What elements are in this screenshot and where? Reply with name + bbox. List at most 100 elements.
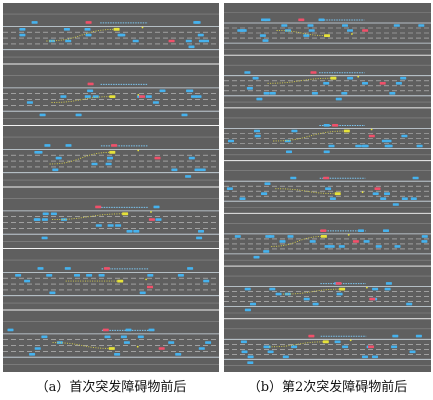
vehicle	[247, 361, 254, 364]
vehicle	[155, 218, 162, 221]
vehicle	[52, 168, 59, 172]
panel-background	[224, 3, 431, 56]
vehicle	[175, 353, 182, 356]
ego-vehicle	[334, 192, 341, 196]
vehicle	[117, 33, 124, 37]
vehicle	[228, 139, 234, 143]
vehicle	[284, 292, 291, 296]
obstacle-vehicle	[320, 229, 327, 232]
vehicle	[39, 113, 46, 117]
vehicle	[105, 162, 112, 166]
vehicle	[269, 92, 276, 95]
vehicle	[307, 24, 314, 27]
vehicle	[250, 302, 256, 306]
vehicle	[334, 340, 341, 344]
simulation-panel	[3, 126, 219, 188]
vehicle	[185, 175, 192, 178]
vehicle	[421, 235, 428, 238]
vehicle	[37, 267, 44, 270]
panel-background	[224, 266, 431, 320]
ego-trajectory	[275, 188, 338, 195]
target-point	[137, 94, 140, 96]
vehicle	[401, 134, 408, 138]
obstacle-vehicle	[85, 21, 92, 24]
vehicle	[239, 197, 246, 200]
vehicle	[74, 274, 80, 277]
vehicle	[386, 144, 393, 148]
vehicle	[358, 229, 364, 232]
simulation-panel	[3, 187, 219, 249]
vehicle	[279, 240, 286, 243]
vehicle	[159, 89, 166, 93]
vehicle	[287, 235, 294, 238]
obstacle-vehicle	[368, 134, 375, 138]
vehicle	[256, 97, 263, 101]
ego-vehicle	[117, 279, 124, 283]
ego-vehicle	[108, 347, 115, 350]
vehicle	[252, 76, 259, 80]
vehicle	[196, 236, 203, 240]
vehicle	[284, 139, 291, 143]
ego-trajectory	[282, 288, 343, 295]
vehicle	[120, 335, 127, 339]
vehicle	[98, 274, 105, 277]
vehicle	[329, 197, 336, 200]
obstacle-vehicle	[374, 187, 381, 190]
vehicle	[226, 187, 233, 190]
vehicle	[347, 29, 353, 32]
vehicle	[318, 18, 325, 22]
target-point	[150, 211, 152, 213]
vehicle	[418, 24, 425, 27]
vehicle	[264, 182, 271, 185]
vehicle	[41, 335, 48, 339]
vehicle	[41, 218, 48, 221]
obstacle-vehicle	[148, 218, 155, 221]
vehicle	[282, 355, 289, 359]
vehicle	[372, 192, 379, 195]
simulation-panel	[3, 3, 219, 65]
vehicle	[147, 274, 154, 277]
vehicle	[291, 345, 298, 349]
obstacle-vehicle	[102, 328, 109, 332]
ego-vehicle	[343, 129, 350, 133]
vehicle	[264, 18, 271, 22]
vehicle	[244, 287, 251, 291]
vehicle	[34, 347, 41, 350]
target-point	[137, 149, 140, 152]
simulation-column-b	[224, 3, 431, 372]
vehicle	[303, 297, 310, 301]
vehicle	[171, 168, 178, 172]
vehicle	[269, 287, 276, 291]
vehicle	[312, 302, 319, 306]
vehicle	[114, 353, 121, 356]
vehicle	[391, 345, 398, 349]
simulation-panel	[3, 249, 219, 311]
vehicle	[392, 203, 399, 206]
vehicle	[244, 308, 251, 312]
simulation-panel	[224, 161, 431, 214]
obstacle-vehicle	[352, 240, 359, 243]
vehicle	[104, 335, 111, 339]
vehicle	[416, 144, 423, 148]
vehicle	[263, 345, 270, 349]
obstacle-vehicle	[139, 95, 145, 98]
vehicle	[291, 129, 298, 133]
vehicle	[61, 218, 67, 221]
vehicle	[181, 113, 188, 117]
vehicle	[65, 144, 72, 147]
target-point	[351, 33, 353, 35]
vehicle	[145, 95, 152, 98]
ego-vehicle	[330, 76, 337, 80]
vehicle	[384, 287, 391, 291]
ego-vehicle	[324, 34, 330, 37]
vehicle	[409, 350, 416, 354]
vehicle	[34, 151, 41, 154]
vehicle	[203, 279, 210, 283]
vehicle	[240, 340, 247, 344]
vehicle	[107, 224, 114, 227]
simulation-column-a	[3, 3, 219, 372]
vehicle	[335, 97, 342, 101]
vehicle	[115, 224, 122, 227]
vehicle	[198, 39, 205, 43]
vehicle	[285, 29, 291, 32]
